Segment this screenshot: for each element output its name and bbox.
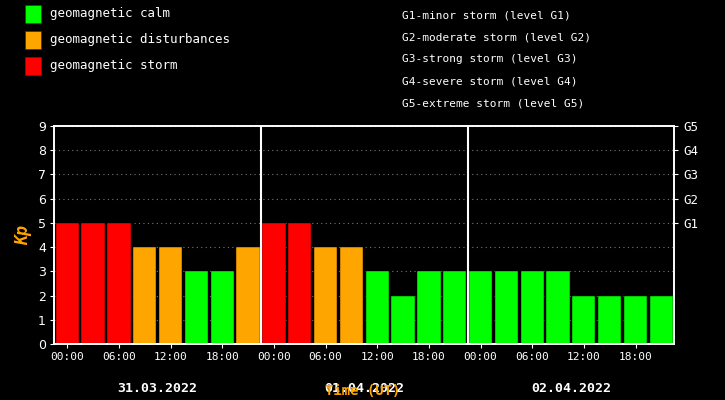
Bar <box>185 271 208 344</box>
Bar <box>494 271 518 344</box>
Text: geomagnetic calm: geomagnetic calm <box>50 7 170 20</box>
Bar <box>572 296 595 344</box>
Bar <box>262 223 286 344</box>
Text: G4-severe storm (level G4): G4-severe storm (level G4) <box>402 76 578 86</box>
Text: 31.03.2022: 31.03.2022 <box>117 382 198 395</box>
Bar <box>236 247 260 344</box>
Bar <box>107 223 130 344</box>
Bar <box>288 223 311 344</box>
Bar <box>133 247 157 344</box>
Text: G3-strong storm (level G3): G3-strong storm (level G3) <box>402 54 578 64</box>
Bar <box>469 271 492 344</box>
Y-axis label: Kp: Kp <box>14 225 33 245</box>
Bar <box>340 247 363 344</box>
Bar <box>81 223 104 344</box>
Bar <box>521 271 544 344</box>
Bar <box>547 271 570 344</box>
Text: 02.04.2022: 02.04.2022 <box>531 382 611 395</box>
Bar <box>650 296 673 344</box>
Bar <box>56 223 79 344</box>
Bar <box>624 296 647 344</box>
Bar <box>314 247 337 344</box>
Text: geomagnetic storm: geomagnetic storm <box>50 59 178 72</box>
Bar <box>211 271 234 344</box>
Text: G1-minor storm (level G1): G1-minor storm (level G1) <box>402 10 571 20</box>
Bar <box>392 296 415 344</box>
Bar <box>598 296 621 344</box>
Text: G5-extreme storm (level G5): G5-extreme storm (level G5) <box>402 98 584 108</box>
Bar <box>365 271 389 344</box>
Text: geomagnetic disturbances: geomagnetic disturbances <box>50 33 230 46</box>
Bar <box>159 247 182 344</box>
Text: Time (UT): Time (UT) <box>325 384 400 398</box>
Bar <box>443 271 466 344</box>
Text: G2-moderate storm (level G2): G2-moderate storm (level G2) <box>402 32 592 42</box>
Text: 01.04.2022: 01.04.2022 <box>324 382 405 395</box>
Bar <box>418 271 441 344</box>
